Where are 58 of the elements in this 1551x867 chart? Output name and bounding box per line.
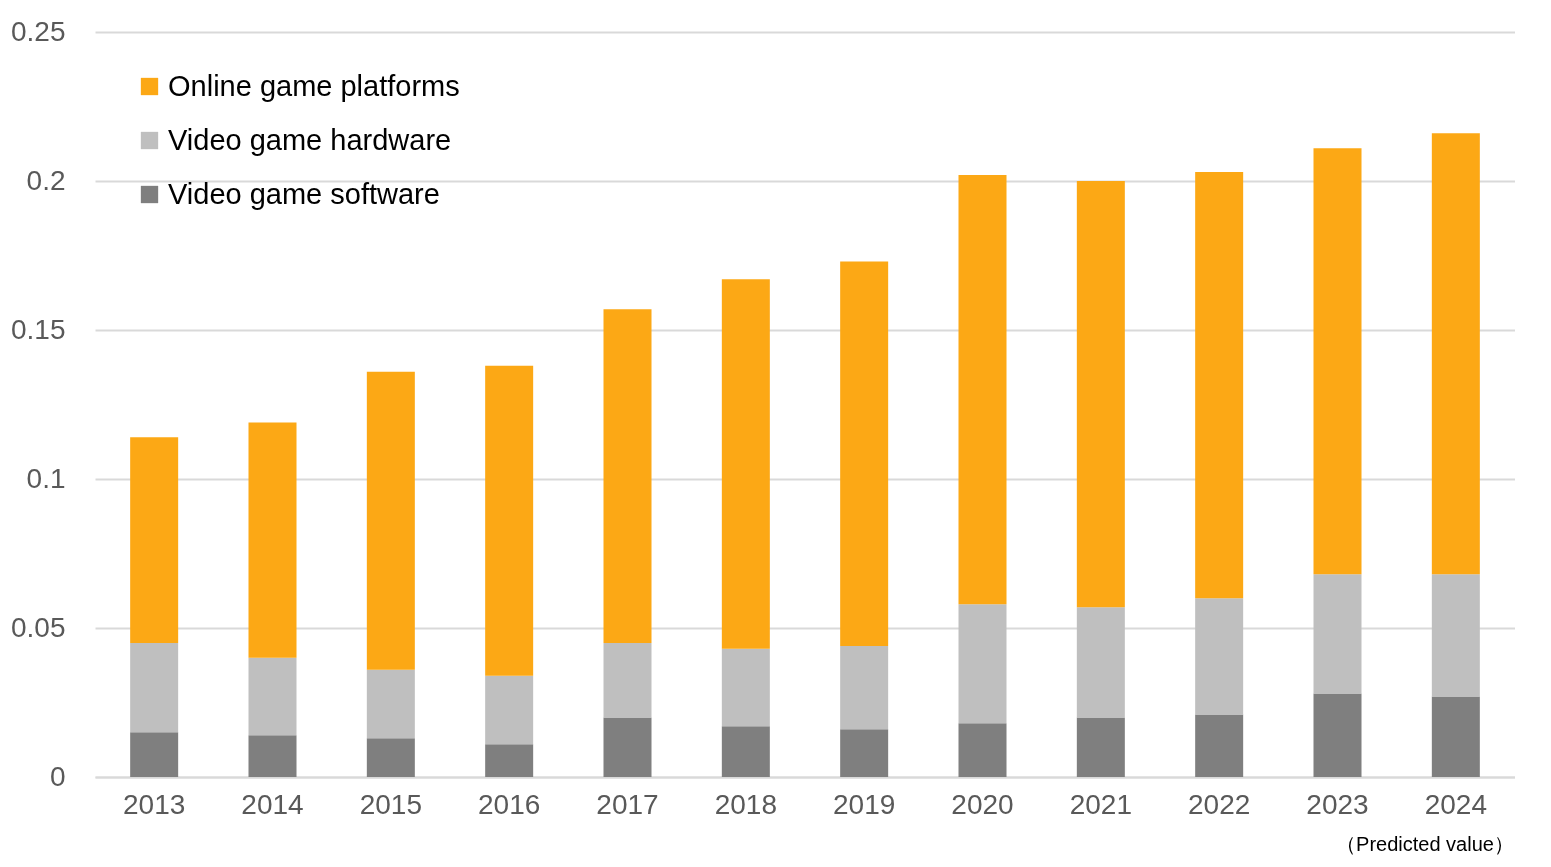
bar <box>721 726 770 777</box>
bar <box>1076 717 1125 777</box>
legend-label: Online game platforms <box>168 69 460 102</box>
bar <box>1313 574 1362 694</box>
bar <box>1195 714 1244 777</box>
bar <box>603 717 652 777</box>
bar <box>958 723 1007 777</box>
bar <box>130 437 179 643</box>
bar <box>1195 172 1244 599</box>
bar <box>958 604 1007 724</box>
x-tick-label: 2019 <box>833 788 896 820</box>
legend-label: Video game software <box>168 177 440 210</box>
x-tick-label: 2016 <box>478 788 541 820</box>
x-tick-label: 2022 <box>1188 788 1251 820</box>
bar <box>721 648 770 727</box>
bar <box>248 735 297 777</box>
bar <box>603 642 652 718</box>
text: （Predicted value） <box>1336 833 1514 855</box>
y-tick-label: 0.25 <box>11 15 66 47</box>
bar <box>366 738 415 777</box>
x-tick-label: 2021 <box>1069 788 1132 820</box>
legend-label: Video game hardware <box>168 123 452 156</box>
y-tick-label: 0.05 <box>11 611 66 643</box>
x-tick-label: 2018 <box>714 788 777 820</box>
bar <box>603 309 652 643</box>
bar <box>1313 693 1362 777</box>
y-tick-label: 0 <box>49 760 66 792</box>
bar <box>958 175 1007 605</box>
bar <box>1195 598 1244 715</box>
bar <box>1313 148 1362 575</box>
bar <box>721 279 770 649</box>
bar <box>1431 574 1480 697</box>
x-tick-label: 2020 <box>951 788 1014 820</box>
y-tick-label: 0.2 <box>26 164 66 196</box>
bar <box>840 729 889 777</box>
bar <box>840 261 889 646</box>
bar <box>130 732 179 777</box>
bar <box>840 645 889 730</box>
bar <box>130 642 179 733</box>
bar <box>485 744 534 777</box>
bar <box>1076 607 1125 718</box>
bar <box>366 371 415 670</box>
bar <box>366 669 415 739</box>
y-tick-label: 0.15 <box>11 313 66 345</box>
y-tick-label: 0.1 <box>26 462 66 494</box>
bar <box>1431 133 1480 575</box>
bar <box>485 365 534 676</box>
x-tick-label: 2024 <box>1424 788 1487 820</box>
x-tick-label: 2017 <box>596 788 659 820</box>
bar <box>248 657 297 736</box>
x-tick-label: 2015 <box>359 788 422 820</box>
x-tick-label: 2014 <box>241 788 304 820</box>
bar <box>1076 181 1125 608</box>
bar <box>248 422 297 658</box>
x-tick-label: 2013 <box>123 788 186 820</box>
bar <box>1431 696 1480 777</box>
bar <box>485 675 534 745</box>
x-tick-label: 2023 <box>1306 788 1369 820</box>
